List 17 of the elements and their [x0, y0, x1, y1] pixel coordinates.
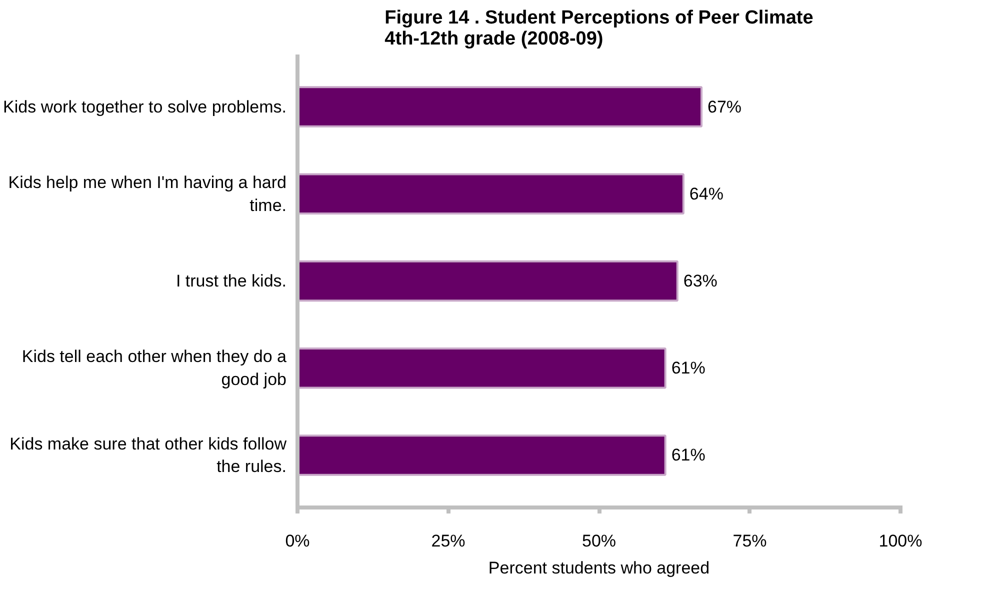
x-tick-label: 100% [878, 532, 922, 550]
data-label: 67% [708, 97, 742, 116]
data-label: 61% [671, 446, 706, 465]
data-label: 61% [671, 358, 706, 378]
x-tick-label: 0% [285, 532, 310, 550]
y-tick-label: Kids tell each other when they do a good job [22, 347, 288, 390]
y-tick-label: I trust the kids. [176, 272, 287, 290]
x-tick-label: 25% [431, 532, 466, 550]
x-axis-title: Percent students who agreed [488, 558, 710, 578]
y-tick-label: Kids work together to solve problems. [3, 97, 287, 116]
y-tick-label: Kids help me when I'm having a hard time. [8, 172, 287, 215]
x-tick-label: 75% [732, 532, 767, 550]
data-label: 64% [689, 184, 724, 204]
chart-title: Figure 14 . Student Perceptions of Peer Climate 4th-12th grade (2008-09) [384, 8, 814, 50]
y-tick-label: Kids make sure that other kids follow the rules. [10, 434, 288, 476]
x-tick-label: 50% [582, 532, 616, 550]
data-label: 63% [683, 272, 718, 290]
